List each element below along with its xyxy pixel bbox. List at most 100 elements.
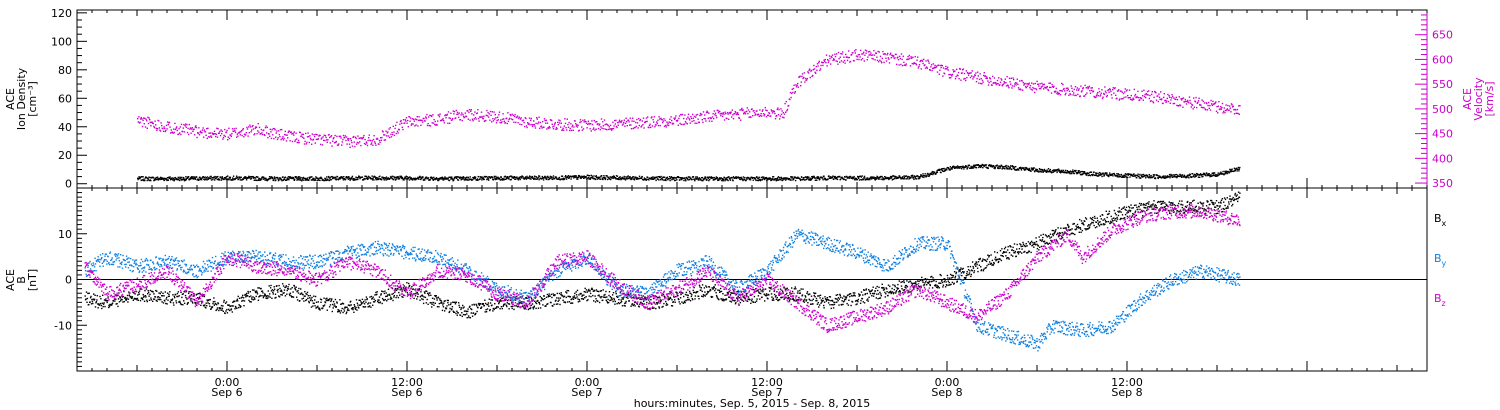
velocity-series-point [534, 125, 536, 127]
velocity-series-point [1060, 90, 1062, 92]
velocity-series-point [198, 127, 200, 129]
velocity-series-point [828, 60, 830, 62]
velocity-series-point [1065, 87, 1068, 89]
density-series-point [881, 178, 884, 181]
density-series-point [1196, 173, 1199, 175]
velocity-series-point [308, 135, 310, 138]
density-series-point [436, 178, 439, 180]
density-series-point [777, 179, 779, 181]
density-series-point [1064, 169, 1067, 172]
density-series-point [658, 179, 660, 181]
density-series-point [761, 176, 763, 179]
velocity-series-point [472, 120, 474, 122]
velocity-series-point [1052, 85, 1054, 88]
velocity-series-point [1022, 81, 1024, 84]
velocity-series-point [1221, 106, 1223, 109]
density-series-point [782, 177, 785, 179]
velocity-series-point [1007, 84, 1009, 86]
velocity-series-point [141, 125, 144, 128]
velocity-series-point [281, 137, 283, 140]
velocity-series-point [617, 122, 619, 124]
velocity-series-point [577, 124, 579, 126]
density-series-point [137, 177, 140, 180]
velocity-series-point [275, 136, 277, 138]
density-series-point [1146, 175, 1148, 178]
velocity-series-point [1080, 91, 1083, 93]
density-series-point [499, 179, 502, 181]
velocity-series-point [653, 116, 655, 118]
velocity-series-point [593, 119, 595, 122]
density-series-point [816, 179, 818, 181]
velocity-series-point [1017, 83, 1019, 85]
density-series-point [809, 179, 812, 181]
density-series-point [1010, 168, 1013, 171]
density-series-point [187, 176, 190, 178]
velocity-series-point [185, 123, 187, 125]
density-series-point [822, 179, 824, 181]
density-series-point [926, 174, 928, 176]
density-series-point [394, 176, 396, 178]
velocity-series-point [344, 135, 346, 137]
density-series-point [281, 178, 283, 181]
bx-series-point [106, 301, 108, 304]
density-series-point [596, 178, 598, 180]
velocity-series-point [1194, 101, 1197, 103]
velocity-series-point [916, 59, 918, 61]
velocity-series-point [245, 132, 247, 134]
bx-series-point [117, 305, 119, 308]
density-series-point [236, 177, 239, 179]
velocity-series-point [1110, 90, 1112, 93]
bx-series-point [97, 307, 99, 309]
velocity-series-point [511, 113, 513, 115]
velocity-series-point [257, 130, 259, 132]
velocity-series-point [1050, 92, 1053, 94]
velocity-series-point [541, 127, 543, 129]
density-series-point [1001, 168, 1003, 170]
density-series-point [276, 176, 279, 179]
bx-series-point [100, 304, 103, 307]
density-series-point [504, 178, 506, 180]
density-series-point [938, 168, 940, 171]
velocity-series-point [1197, 101, 1199, 104]
velocity-series-point [180, 123, 183, 126]
density-series-point [1184, 175, 1186, 178]
velocity-series-point [905, 64, 907, 67]
velocity-series-point [969, 76, 972, 79]
density-series-point [587, 174, 589, 177]
velocity-series-point [271, 129, 273, 131]
velocity-series-point [879, 59, 881, 61]
density-series-point [1091, 174, 1093, 176]
bx-series-point [112, 300, 115, 302]
velocity-series-point [1214, 102, 1216, 104]
density-series-point [1057, 170, 1059, 172]
velocity-series-point [551, 119, 553, 122]
velocity-series-point [970, 72, 972, 74]
velocity-series-point [1086, 92, 1088, 94]
velocity-series-point [832, 59, 834, 61]
density-series-point [1157, 177, 1159, 179]
velocity-series-point [518, 116, 520, 118]
density-series-point [635, 177, 637, 180]
velocity-series-point [1206, 109, 1209, 111]
density-series-point [245, 176, 247, 178]
velocity-series-point [498, 114, 500, 116]
density-series-point [783, 178, 785, 181]
velocity-series-point [208, 132, 210, 134]
density-series-point [565, 178, 568, 180]
velocity-series-point [950, 74, 952, 76]
velocity-series-point [1124, 91, 1126, 93]
velocity-series-point [1080, 85, 1082, 87]
density-series-point [140, 179, 142, 182]
density-series-point [178, 177, 180, 180]
velocity-series-point [731, 109, 733, 111]
velocity-series-point [359, 137, 361, 139]
density-series-point [443, 178, 445, 181]
velocity-series-point [429, 114, 431, 117]
velocity-series-point [389, 136, 391, 139]
bx-series-point [152, 300, 154, 302]
density-series-point [612, 176, 614, 178]
bx-series-point [99, 302, 102, 305]
density-series-point [209, 177, 212, 180]
density-series-point [1001, 166, 1004, 168]
velocity-series-point [912, 56, 914, 58]
